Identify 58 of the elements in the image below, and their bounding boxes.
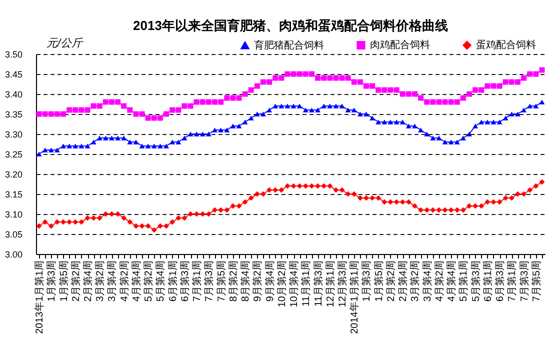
x-tick-label: 3月第2周 — [94, 260, 106, 302]
x-tick-label: 5月第2周 — [142, 260, 155, 302]
x-tick-label: 5月第1周 — [458, 260, 470, 302]
y-tick-label: 3.45 — [4, 70, 22, 80]
x-tick-label: 11月第1周 — [300, 260, 312, 306]
legend-label: 育肥猪配合饲料 — [254, 39, 324, 52]
x-tick-label: 3月第2周 — [409, 260, 422, 302]
x-tick-label: 4月第4周 — [130, 260, 142, 302]
x-tick-label: 10月第2周 — [276, 260, 288, 308]
x-tick-label: 1月第5周 — [372, 260, 385, 302]
x-tick-label: 1月第3周 — [46, 260, 58, 302]
chart-title: 2013年以来全国育肥猪、肉鸡和蛋鸡配合饲料价格曲线 — [133, 18, 448, 33]
y-tick-label: 3.20 — [4, 170, 22, 180]
y-tick-label: 3.40 — [4, 90, 22, 100]
x-tick-label: 4月第4周 — [446, 260, 458, 302]
y-axis-title: 元/公斤 — [46, 36, 84, 50]
x-tick-label: 2月第4周 — [397, 260, 410, 302]
x-tick-label: 4月第2周 — [118, 260, 130, 302]
y-tick-label: 3.50 — [4, 50, 22, 60]
x-tick-label: 9月第2周 — [252, 260, 264, 302]
x-tick-label: 2月第4周 — [82, 260, 94, 302]
y-tick-label: 3.10 — [4, 210, 22, 220]
x-tick-label: 6月第1周 — [166, 260, 179, 302]
x-tick-label: 8月第4周 — [240, 260, 252, 302]
y-tick-label: 3.05 — [4, 230, 22, 240]
x-tick-label: 2月第2周 — [384, 260, 397, 302]
x-tick-label: 5月第4周 — [154, 260, 167, 302]
x-tick-label: 7月第5周 — [530, 260, 542, 302]
x-tick-label: 10月第4周 — [288, 260, 300, 308]
x-tick-label: 3月第4周 — [421, 260, 434, 302]
x-tick-label: 3月第4周 — [106, 260, 118, 302]
x-tick-label: 12月第3周 — [336, 260, 349, 308]
x-tick-label: 2013年1月第1周 — [34, 260, 46, 334]
y-tick-label: 3.30 — [4, 130, 22, 140]
x-tick-label: 7月第5周 — [215, 260, 228, 302]
y-tick-label: 3.00 — [4, 250, 22, 260]
x-tick-label: 6月第3周 — [178, 260, 191, 302]
x-tick-label: 7月第3周 — [203, 260, 216, 302]
x-tick-label: 2月第2周 — [70, 260, 82, 302]
x-tick-label: 7月第1周 — [191, 260, 204, 302]
x-tick-label: 5月第3周 — [470, 260, 482, 302]
legend-label: 蛋鸡配合饲料 — [476, 39, 536, 52]
x-tick-label: 7月第3周 — [518, 260, 530, 302]
x-tick-label: 1月第3周 — [360, 260, 373, 302]
x-tick-label: 7月第1周 — [506, 260, 518, 302]
y-tick-label: 3.15 — [4, 190, 22, 200]
x-tick-label: 8月第2周 — [227, 260, 240, 302]
x-tick-label: 6月第1周 — [482, 260, 494, 302]
x-tick-label: 2014年1月第1周 — [348, 260, 361, 334]
legend-label: 肉鸡配合饲料 — [370, 39, 430, 52]
x-tick-label: 6月第3周 — [494, 260, 506, 302]
x-tick-label: 9月第4周 — [264, 260, 276, 302]
x-tick-label: 12月第1周 — [324, 260, 336, 308]
y-tick-label: 3.25 — [4, 150, 22, 160]
y-tick-label: 3.35 — [4, 110, 22, 120]
x-tick-label: 4月第2周 — [433, 260, 446, 302]
x-tick-label: 1月第5周 — [58, 260, 70, 302]
x-tick-label: 11月第3周 — [312, 260, 324, 306]
